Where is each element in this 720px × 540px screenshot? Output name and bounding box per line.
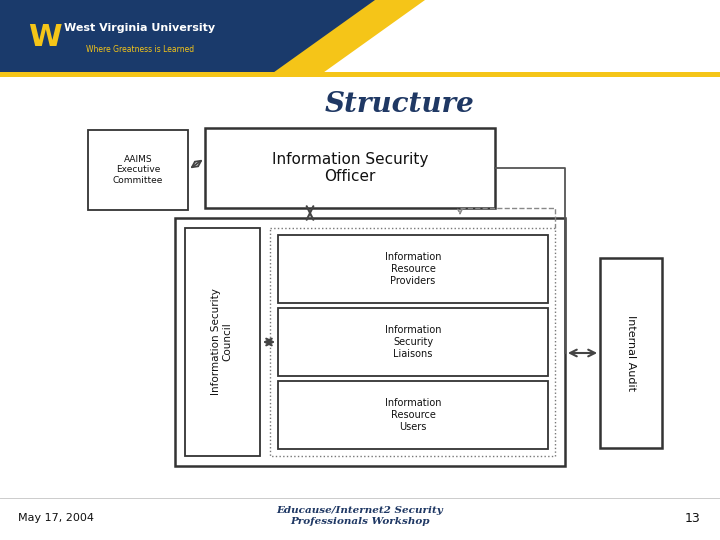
Bar [600,258,662,448]
Text: Information
Resource
Providers: Information Resource Providers [384,252,441,286]
Text: May 17, 2004: May 17, 2004 [18,513,94,523]
Text: Information Security
Council: Information Security Council [211,288,233,395]
Text: Structure: Structure [325,91,475,118]
Polygon shape [295,0,720,75]
Text: AAIMS
Executive
Committee: AAIMS Executive Committee [113,155,163,185]
Text: Information Security
Officer: Information Security Officer [272,152,428,184]
Text: Information
Security
Liaisons: Information Security Liaisons [384,326,441,359]
Text: West Virginia University: West Virginia University [64,23,215,33]
Bar [0,0,720,75]
Bar [88,130,188,210]
Text: Where Greatness is Learned: Where Greatness is Learned [86,45,194,55]
Bar [278,381,548,449]
Bar [0,72,720,77]
Text: Internal Audit: Internal Audit [626,315,636,391]
Polygon shape [270,0,425,75]
Bar [278,308,548,376]
Bar [270,228,555,456]
Bar [185,228,260,456]
Text: W: W [28,23,62,51]
Text: Information
Resource
Users: Information Resource Users [384,399,441,431]
Bar [175,218,565,466]
Bar [205,128,495,208]
Bar [278,235,548,303]
Text: Educause/Internet2 Security
Professionals Workshop: Educause/Internet2 Security Professional… [276,507,444,526]
Text: 13: 13 [684,511,700,524]
Text: Information Security Program: Information Security Program [417,26,720,44]
